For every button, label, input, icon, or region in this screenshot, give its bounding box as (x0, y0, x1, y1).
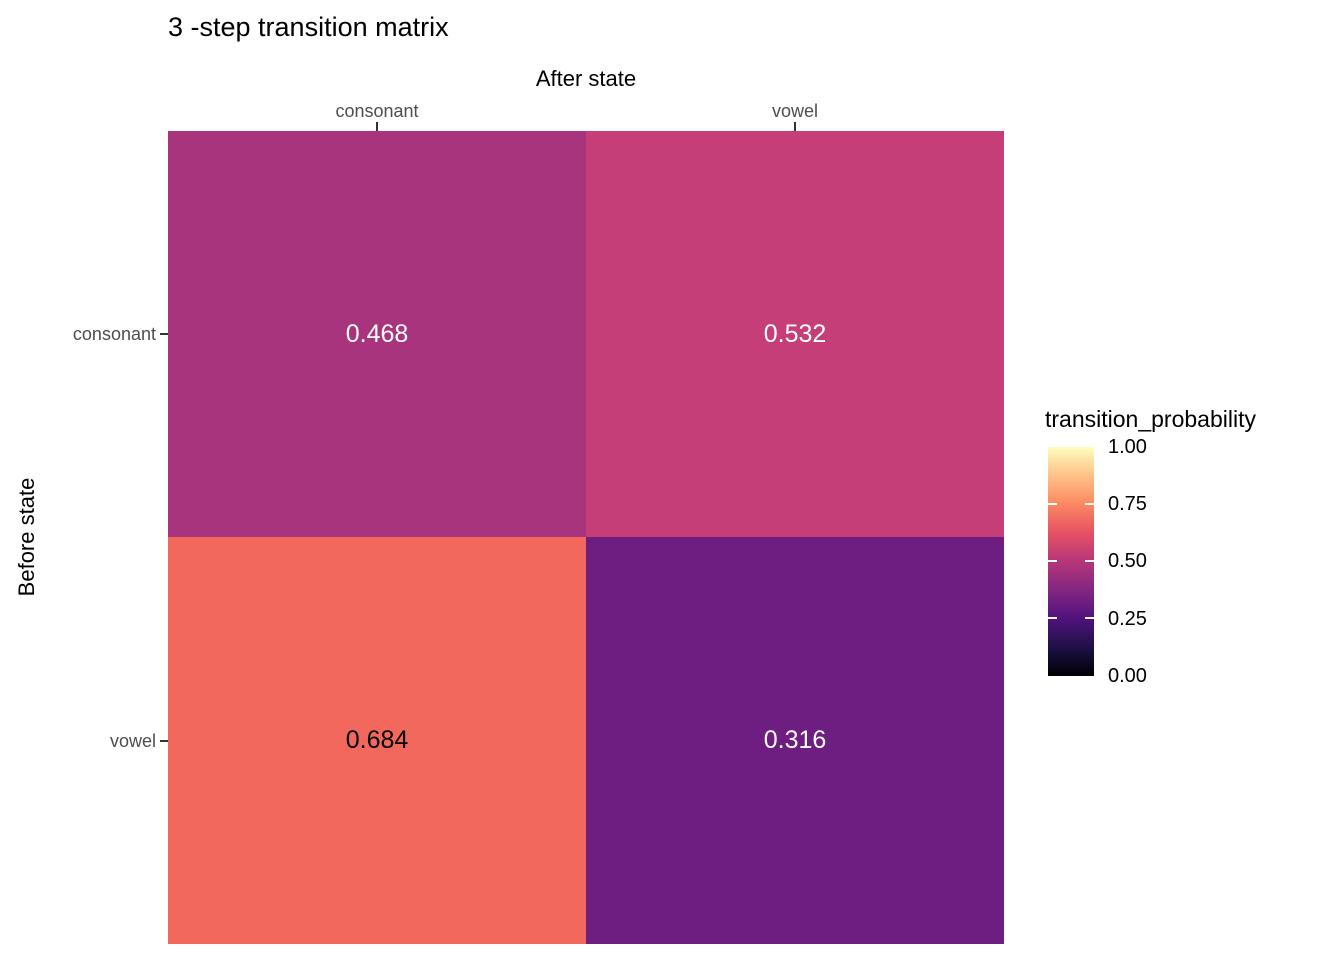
legend-tick-label: 0.00 (1108, 665, 1147, 687)
chart-title: 3 -step transition matrix (168, 12, 449, 42)
cell-value-label: 0.684 (345, 726, 409, 754)
legend-tick-label: 1.00 (1108, 436, 1147, 458)
cell-value-label: 0.532 (763, 319, 827, 348)
cell-value-label: 0.468 (345, 319, 409, 348)
legend-tick-label: 0.50 (1108, 550, 1147, 572)
heatmap-cell-vowel-consonant: 0.684 (168, 537, 586, 944)
x-axis-title: After state (535, 66, 637, 91)
y-tick-label-vowel: vowel (109, 731, 156, 751)
x-tick-mark (794, 122, 796, 131)
legend-tick-mark (1085, 503, 1094, 505)
legend-tick-mark (1085, 560, 1094, 562)
heatmap-cell-vowel-vowel: 0.316 (586, 537, 1004, 944)
y-tick-label-consonant: consonant (72, 324, 156, 344)
x-tick-label-vowel: vowel (771, 101, 819, 121)
cell-value-label: 0.316 (763, 726, 827, 754)
legend-tick-label: 0.25 (1108, 608, 1147, 630)
x-tick-mark (376, 122, 378, 131)
legend-tick-mark (1048, 617, 1057, 619)
y-tick-mark (160, 333, 169, 335)
y-tick-mark (160, 740, 169, 742)
heatmap-cell-consonant-vowel: 0.532 (586, 131, 1004, 537)
heatmap-cell-consonant-consonant: 0.468 (168, 131, 586, 537)
legend-tick-mark (1085, 617, 1094, 619)
legend-title: transition_probability (1045, 406, 1256, 432)
legend-tick-label: 0.75 (1108, 493, 1147, 515)
legend-tick-mark (1048, 560, 1057, 562)
y-axis-title: Before state (14, 477, 39, 597)
legend-tick-mark (1048, 503, 1057, 505)
x-tick-label-consonant: consonant (335, 101, 419, 121)
legend-colorbar (1048, 447, 1094, 676)
